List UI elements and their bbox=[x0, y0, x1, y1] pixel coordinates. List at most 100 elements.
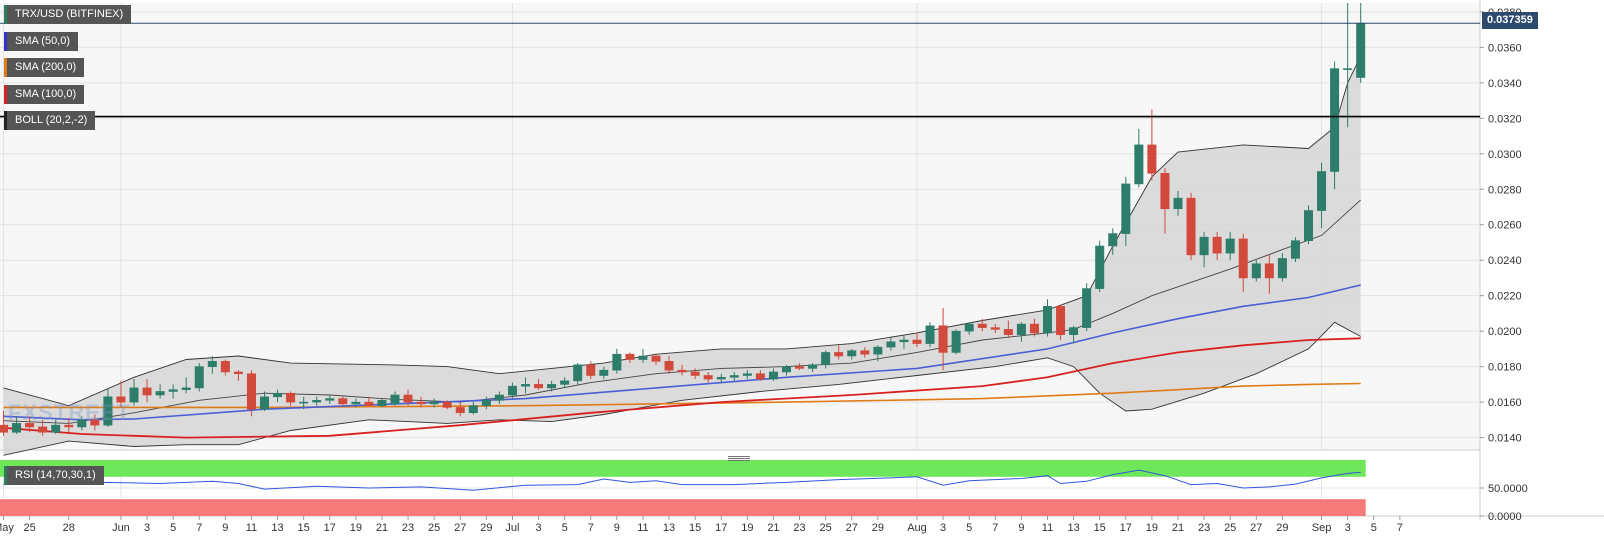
candle-body bbox=[847, 350, 857, 357]
candle bbox=[599, 366, 609, 380]
bollinger-lower-line bbox=[3, 321, 1361, 456]
candle bbox=[951, 329, 961, 355]
candle bbox=[821, 350, 831, 369]
candle bbox=[1199, 231, 1209, 268]
candle bbox=[273, 389, 283, 403]
candle bbox=[246, 370, 256, 417]
candle bbox=[808, 363, 818, 372]
date-tick-label: Jun bbox=[112, 522, 130, 534]
candle-body bbox=[38, 426, 48, 433]
candle-body bbox=[377, 400, 387, 406]
legend-item[interactable]: BOLL (20,2,-2) bbox=[4, 111, 96, 130]
candle bbox=[468, 402, 478, 415]
sma-50-line bbox=[3, 284, 1361, 421]
candle bbox=[847, 348, 857, 360]
candle-body bbox=[990, 327, 1000, 330]
date-tick-label: 21 bbox=[767, 522, 779, 534]
candle bbox=[755, 370, 765, 381]
candle bbox=[664, 355, 674, 374]
candle-body bbox=[1069, 327, 1079, 336]
candle-body bbox=[1330, 68, 1340, 172]
date-tick-label: Jul bbox=[505, 522, 519, 534]
candle-body bbox=[1317, 171, 1327, 211]
date-tick-label: 25 bbox=[23, 522, 35, 534]
candle bbox=[312, 396, 322, 406]
candle-body bbox=[429, 401, 439, 405]
candle-body bbox=[90, 419, 100, 426]
candle-body bbox=[873, 346, 883, 355]
candle bbox=[364, 396, 374, 406]
legend-item[interactable]: SMA (100,0) bbox=[4, 85, 85, 104]
candle bbox=[1186, 192, 1196, 261]
candle-body bbox=[1095, 245, 1105, 289]
candle-body bbox=[977, 323, 987, 328]
date-tick-label: 3 bbox=[1345, 522, 1351, 534]
candle-body bbox=[638, 355, 648, 360]
candle bbox=[1251, 260, 1261, 282]
candle-body bbox=[129, 387, 139, 403]
rsi-overbought-zone bbox=[0, 460, 1366, 477]
legend-item[interactable]: SMA (200,0) bbox=[4, 58, 85, 77]
candle bbox=[51, 419, 61, 435]
legend-item[interactable]: SMA (50,0) bbox=[4, 32, 79, 51]
rsi-swatch bbox=[4, 466, 7, 485]
candle bbox=[220, 359, 230, 376]
candle-body bbox=[768, 371, 778, 380]
candle-body bbox=[181, 387, 191, 390]
candle-body bbox=[507, 385, 517, 396]
candle-body bbox=[194, 366, 204, 389]
candle bbox=[1238, 233, 1248, 293]
candle bbox=[286, 391, 296, 406]
candle-body bbox=[390, 394, 400, 405]
candle bbox=[129, 379, 139, 406]
rsi-legend-label[interactable]: RSI (14,70,30,1) bbox=[4, 466, 104, 485]
candle bbox=[534, 379, 544, 390]
candle bbox=[481, 396, 491, 410]
candle bbox=[77, 416, 87, 431]
candle bbox=[573, 363, 583, 385]
date-tick-label: 3 bbox=[144, 522, 150, 534]
candle-body bbox=[442, 401, 452, 408]
candle bbox=[12, 416, 22, 435]
candle bbox=[873, 345, 883, 362]
bollinger-upper-line bbox=[3, 56, 1362, 407]
candle-body bbox=[925, 325, 935, 344]
date-tick-label: May bbox=[0, 522, 14, 534]
candle-body bbox=[1186, 197, 1196, 256]
candle bbox=[351, 398, 361, 408]
candle bbox=[964, 322, 974, 335]
candle bbox=[403, 389, 413, 406]
candle bbox=[834, 345, 844, 360]
price-tick-label: 0.0300 bbox=[1488, 149, 1522, 161]
candle-body bbox=[860, 350, 870, 355]
date-tick-label: 5 bbox=[966, 522, 972, 534]
candle bbox=[1277, 253, 1287, 282]
candle bbox=[338, 396, 348, 406]
rsi-tick-label: 0.0000 bbox=[1488, 511, 1522, 523]
legend-label: BOLL (20,2,-2) bbox=[15, 114, 88, 126]
sma-200-line bbox=[3, 382, 1361, 409]
date-tick-label: 17 bbox=[715, 522, 727, 534]
candle-body bbox=[1043, 306, 1053, 334]
candle-body bbox=[703, 375, 713, 380]
candle-body bbox=[416, 401, 426, 405]
candle-body bbox=[964, 323, 974, 332]
candle-body bbox=[560, 380, 570, 385]
candle-body bbox=[1173, 197, 1183, 210]
candle bbox=[181, 377, 191, 394]
legend-item[interactable]: TRX/USD (BITFINEX) bbox=[4, 5, 132, 24]
candle-body bbox=[729, 375, 739, 378]
candle bbox=[1317, 162, 1327, 229]
candle-body bbox=[795, 366, 805, 369]
legend-swatch bbox=[4, 5, 7, 24]
candle-body bbox=[325, 398, 335, 401]
date-tick-label: 29 bbox=[872, 522, 884, 534]
candle-body bbox=[755, 373, 765, 380]
pane-splitter-handle[interactable] bbox=[728, 455, 750, 461]
candle bbox=[638, 348, 648, 364]
candle-body bbox=[1356, 22, 1366, 78]
date-tick-label: 19 bbox=[350, 522, 362, 534]
candle-body bbox=[168, 389, 178, 392]
date-tick-label: 27 bbox=[454, 522, 466, 534]
